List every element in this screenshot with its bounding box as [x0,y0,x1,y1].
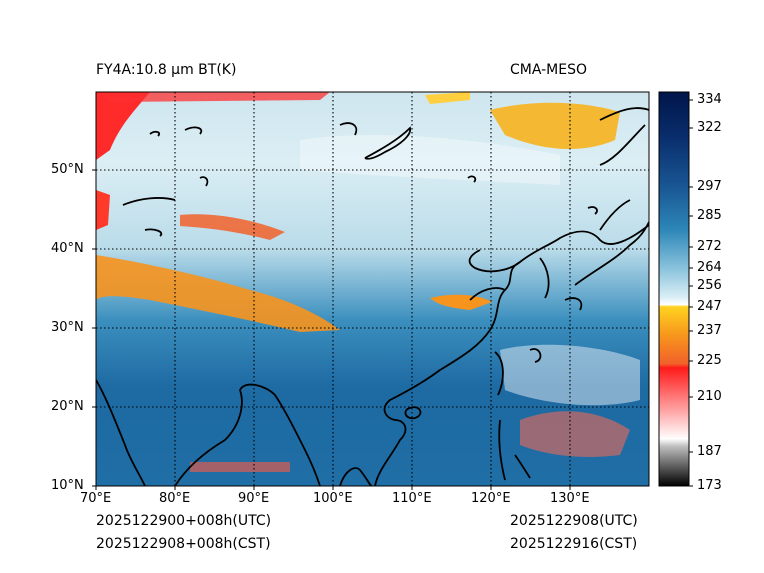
colorbar-label: 272 [697,239,722,254]
lon-label: 110°E [392,491,432,506]
colorbar [659,92,689,486]
colorbar-label: 264 [697,260,722,275]
init-time-cst: 2025122908+008h(CST) [96,536,271,552]
cloud-patch [430,294,492,310]
colorbar-label: 237 [697,323,722,338]
colorbar-label: 297 [697,179,722,194]
cloud-patch [190,462,290,472]
cloud-patch [100,92,330,102]
cloud-patch [520,411,630,457]
lon-label: 70°E [80,491,112,506]
lat-label: 10°N [51,478,84,493]
lat-label: 20°N [51,399,84,414]
cloud-patch [500,344,640,406]
colorbar-label: 225 [697,353,722,368]
map-frame [95,91,650,487]
lon-label: 130°E [550,491,590,506]
cloud-patch [300,135,560,185]
colorbar-label: 256 [697,278,722,293]
cloud-patch [96,190,110,230]
colorbar-frame [658,91,690,487]
axis-ticks [92,169,571,490]
model-name: CMA-MESO [510,62,588,78]
colorbar-ticks [689,99,693,487]
colorbar-label: 285 [697,208,722,223]
lon-label: 120°E [471,491,511,506]
cloud-patch [96,255,340,332]
lat-label: 40°N [51,241,84,256]
valid-time-utc: 2025122908(UTC) [510,513,638,529]
lat-label: 30°N [51,320,84,335]
colorbar-label: 210 [697,389,722,404]
cloud-patch [96,92,150,160]
coastlines [96,107,649,486]
init-time-utc: 2025122900+008h(UTC) [96,513,272,529]
colorbar-label: 334 [697,92,722,107]
lat-label: 50°N [51,162,84,177]
colorbar-label: 173 [697,478,722,493]
lon-label: 80°E [159,491,191,506]
valid-time-cst: 2025122916(CST) [510,536,638,552]
cloud-patch [180,214,285,240]
colorbar-label: 187 [697,444,722,459]
cloud-patch [425,92,470,104]
cloud-patch [490,102,620,150]
map-title: FY4A:10.8 µm BT(K) [96,62,237,78]
colorbar-label: 247 [697,299,722,314]
lon-label: 90°E [238,491,270,506]
graticule [96,92,649,486]
lon-label: 100°E [313,491,353,506]
colorbar-label: 322 [697,120,722,135]
